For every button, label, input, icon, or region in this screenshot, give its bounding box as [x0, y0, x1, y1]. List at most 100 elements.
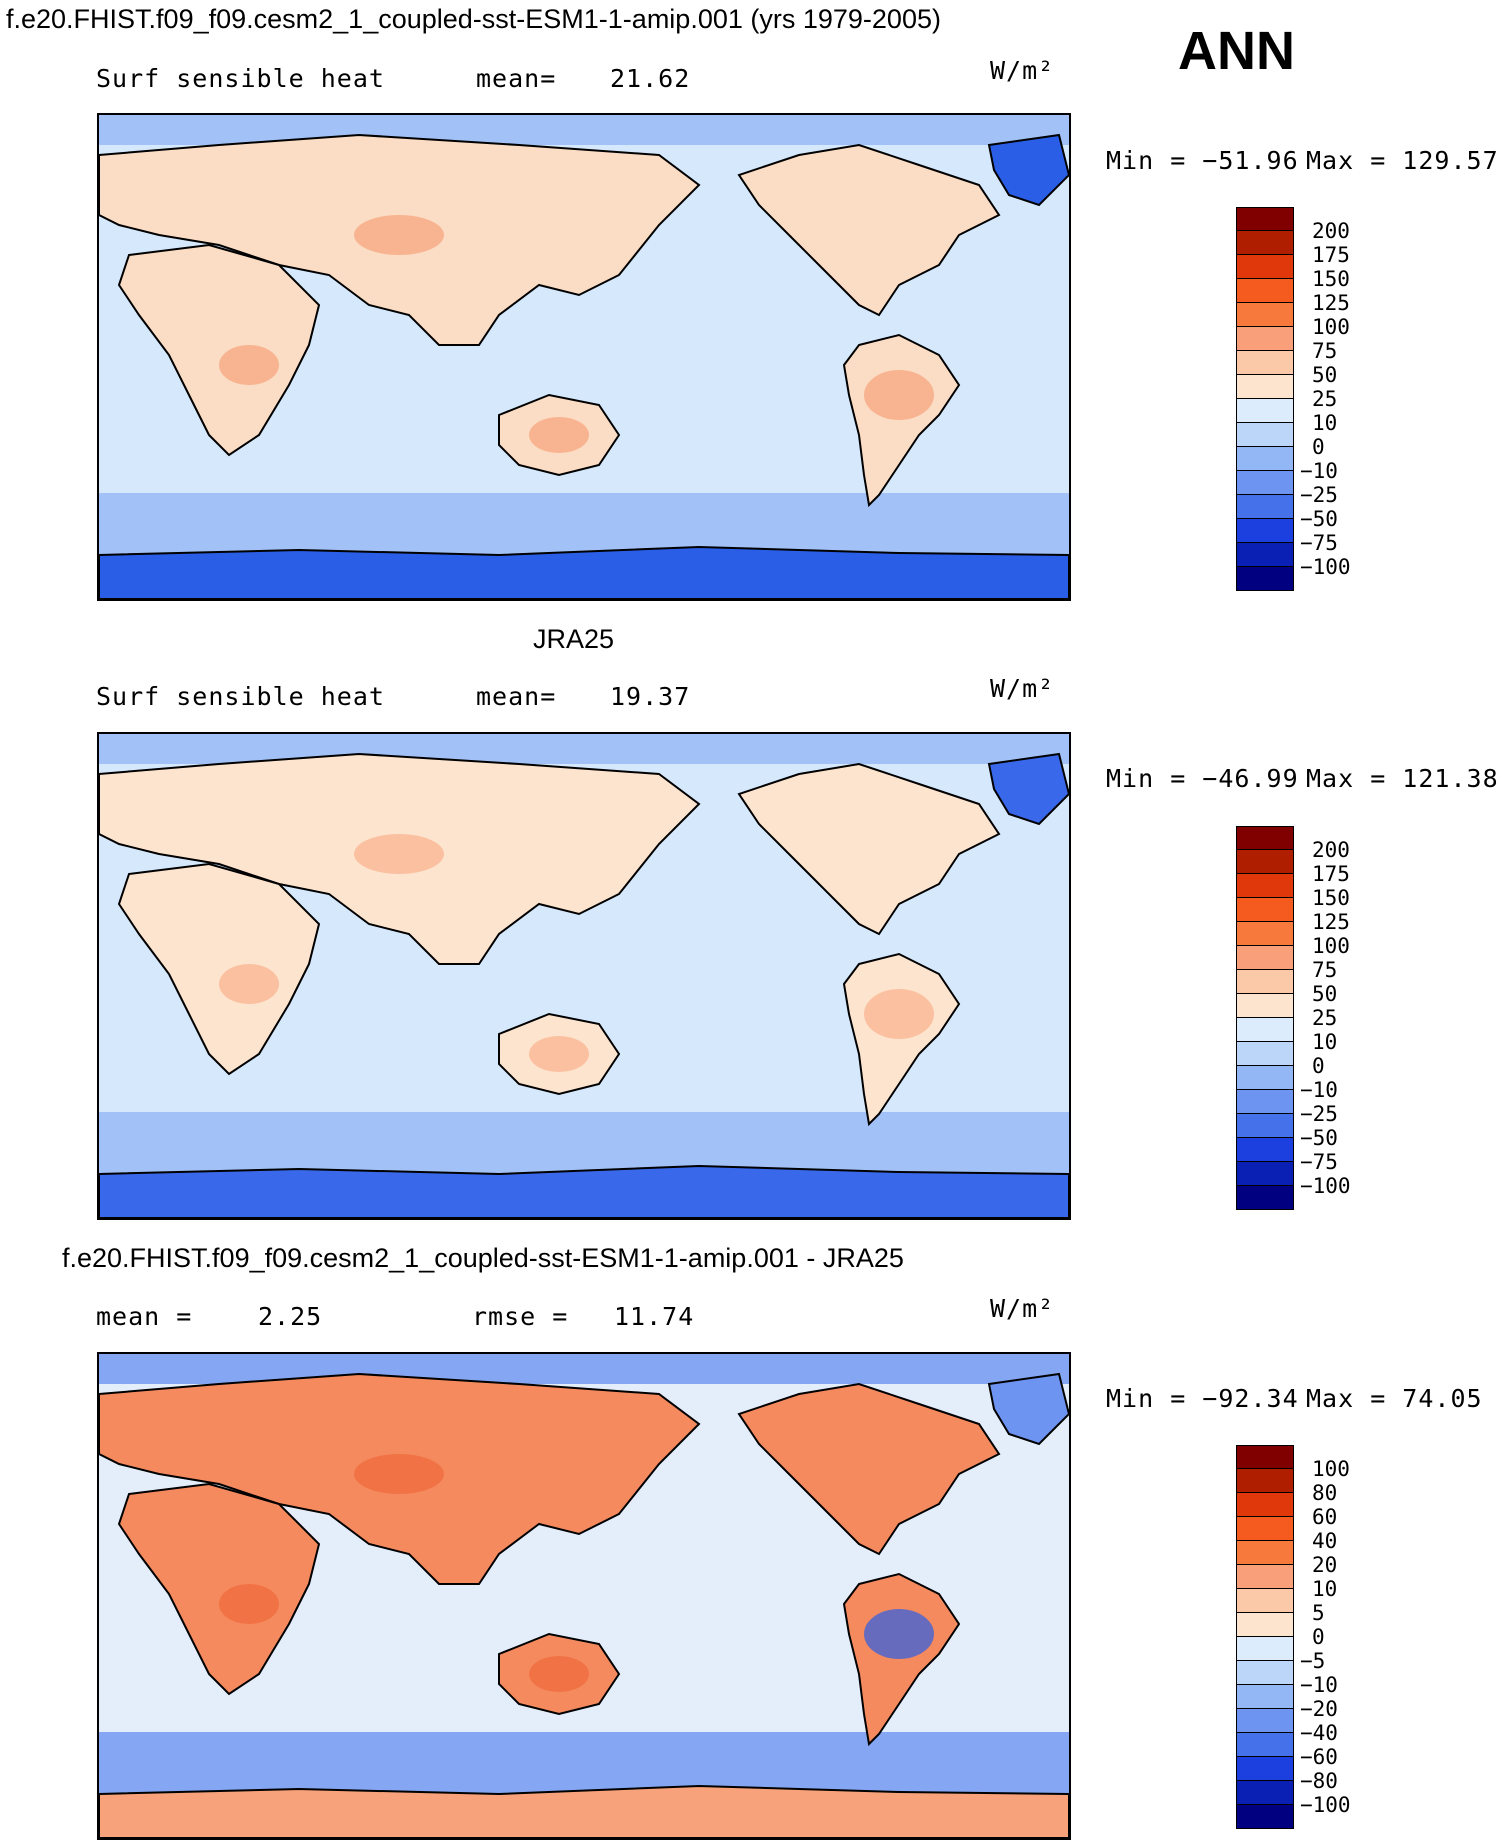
- south-america-landmass: [842, 952, 961, 1127]
- panel1-max-label: Max = 129.57: [1306, 146, 1499, 175]
- panel3-map: [97, 1352, 1071, 1840]
- colorbar-tick-label: 10: [1312, 1030, 1338, 1054]
- colorbar-swatch: [1236, 1445, 1294, 1469]
- colorbar-swatch: [1236, 1186, 1294, 1210]
- panel3-units: W/m²: [990, 1294, 1055, 1323]
- colorbar-tick-label: −100: [1300, 1174, 1351, 1198]
- colorbar-swatch: [1236, 1541, 1294, 1565]
- colorbar-tick-label: −5: [1300, 1649, 1326, 1673]
- antarctica-landmass: [99, 1784, 1069, 1838]
- antarctica-landmass: [99, 545, 1069, 599]
- panel2-max-label: Max = 121.38: [1306, 764, 1499, 793]
- colorbar-tick-label: −50: [1300, 507, 1338, 531]
- colorbar-swatch: [1236, 231, 1294, 255]
- panel3-map-svg: [99, 1354, 1069, 1838]
- field-anomaly-patch: [529, 1036, 589, 1072]
- colorbar-swatch: [1236, 1805, 1294, 1829]
- panel1-colorbar: [1236, 207, 1294, 591]
- colorbar-tick-label: −10: [1300, 459, 1338, 483]
- field-anomaly-patch: [219, 345, 279, 385]
- panel1-min-label: Min = −51.96: [1106, 146, 1299, 175]
- greenland-landmass: [987, 752, 1069, 826]
- colorbar-swatch: [1236, 1066, 1294, 1090]
- colorbar-swatch: [1236, 399, 1294, 423]
- panel1-mean-value: 21.62: [610, 64, 691, 93]
- panel2-mean-value: 19.37: [610, 682, 691, 711]
- colorbar-tick-label: 200: [1312, 838, 1350, 862]
- colorbar-tick-label: −10: [1300, 1673, 1338, 1697]
- colorbar-swatch: [1236, 1469, 1294, 1493]
- arctic-band: [99, 115, 1069, 145]
- colorbar-swatch: [1236, 471, 1294, 495]
- panel3-title: f.e20.FHIST.f09_f09.cesm2_1_coupled-sst-…: [62, 1243, 904, 1273]
- arctic-band: [99, 1354, 1069, 1384]
- panel2-map-svg: [99, 734, 1069, 1218]
- south-america-landmass: [842, 1572, 961, 1747]
- colorbar-tick-label: −100: [1300, 1793, 1351, 1817]
- colorbar-swatch: [1236, 423, 1294, 447]
- colorbar-swatch: [1236, 850, 1294, 874]
- colorbar-tick-label: 150: [1312, 886, 1350, 910]
- colorbar-tick-label: 75: [1312, 958, 1338, 982]
- colorbar-swatch: [1236, 279, 1294, 303]
- colorbar-swatch: [1236, 1661, 1294, 1685]
- colorbar-tick-label: 0: [1312, 1625, 1325, 1649]
- colorbar-tick-label: −10: [1300, 1078, 1338, 1102]
- colorbar-tick-label: 75: [1312, 339, 1338, 363]
- panel3-mean-label: mean =: [96, 1302, 193, 1331]
- greenland-landmass: [987, 1372, 1069, 1446]
- southern-ocean-band-2: [99, 1152, 1069, 1174]
- field-anomaly-patch: [219, 1584, 279, 1624]
- africa-landmass: [117, 243, 321, 457]
- colorbar-swatch: [1236, 1613, 1294, 1637]
- colorbar-swatch: [1236, 898, 1294, 922]
- colorbar-tick-label: −25: [1300, 483, 1338, 507]
- colorbar-swatch: [1236, 1709, 1294, 1733]
- colorbar-swatch: [1236, 1565, 1294, 1589]
- colorbar-tick-label: 175: [1312, 243, 1350, 267]
- colorbar-swatch: [1236, 495, 1294, 519]
- field-anomaly-patch: [354, 834, 444, 874]
- colorbar-tick-label: 50: [1312, 982, 1338, 1006]
- colorbar-swatch: [1236, 1685, 1294, 1709]
- colorbar-swatch: [1236, 351, 1294, 375]
- panel1-units: W/m²: [990, 56, 1055, 85]
- panel1-map-svg: [99, 115, 1069, 599]
- panel3-min-label: Min = −92.34: [1106, 1384, 1299, 1413]
- panel1-mean-label: mean=: [476, 64, 557, 93]
- colorbar-tick-label: 100: [1312, 1457, 1350, 1481]
- panel3-max-label: Max = 74.05: [1306, 1384, 1483, 1413]
- southern-ocean-band: [99, 1112, 1069, 1152]
- colorbar-swatch: [1236, 375, 1294, 399]
- colorbar-tick-label: 20: [1312, 1553, 1338, 1577]
- colorbar-swatch: [1236, 1733, 1294, 1757]
- colorbar-tick-label: 10: [1312, 411, 1338, 435]
- panel2-min-label: Min = −46.99: [1106, 764, 1299, 793]
- colorbar-tick-label: 25: [1312, 1006, 1338, 1030]
- panel2-field-label: Surf sensible heat: [96, 682, 385, 711]
- colorbar-swatch: [1236, 922, 1294, 946]
- antarctica-landmass: [99, 1164, 1069, 1218]
- colorbar-swatch: [1236, 207, 1294, 231]
- north-america-landmass: [737, 1382, 1001, 1556]
- panel1-map: [97, 113, 1071, 601]
- panel3-rmse-value: 11.74: [614, 1302, 695, 1331]
- colorbar-tick-label: −75: [1300, 1150, 1338, 1174]
- panel2-units: W/m²: [990, 674, 1055, 703]
- colorbar-tick-label: 80: [1312, 1481, 1338, 1505]
- colorbar-swatch: [1236, 303, 1294, 327]
- colorbar-swatch: [1236, 1018, 1294, 1042]
- field-anomaly-patch: [864, 370, 934, 420]
- field-anomaly-patch: [529, 1656, 589, 1692]
- southern-ocean-band: [99, 1732, 1069, 1772]
- north-america-landmass: [737, 143, 1001, 317]
- field-anomaly-patch: [864, 989, 934, 1039]
- panel3-rmse-label: rmse =: [472, 1302, 569, 1331]
- colorbar-tick-label: 125: [1312, 910, 1350, 934]
- colorbar-swatch: [1236, 543, 1294, 567]
- colorbar-tick-label: −25: [1300, 1102, 1338, 1126]
- panel2-mean-label: mean=: [476, 682, 557, 711]
- southern-ocean-band-2: [99, 1772, 1069, 1794]
- case-title: f.e20.FHIST.f09_f09.cesm2_1_coupled-sst-…: [6, 4, 941, 34]
- greenland-landmass: [987, 133, 1069, 207]
